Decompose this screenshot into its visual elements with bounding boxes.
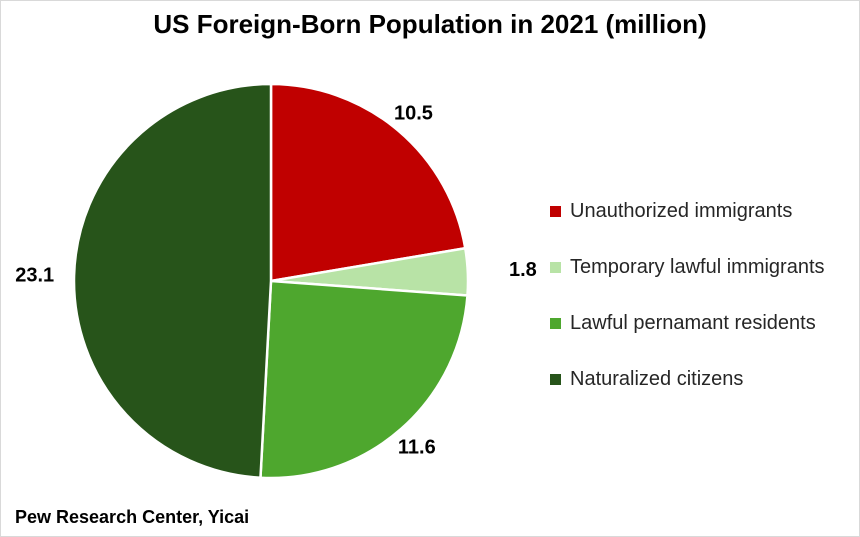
legend-item-naturalized-citizens: Naturalized citizens: [550, 351, 850, 407]
legend-swatch: [550, 317, 561, 329]
legend-label: Naturalized citizens: [570, 367, 744, 390]
chart-title: US Foreign-Born Population in 2021 (mill…: [153, 9, 707, 39]
legend-item-lawful-pernamant-residents: Lawful pernamant residents: [550, 295, 850, 351]
data-label-lawful-pernamant-residents: 11.6: [398, 437, 436, 459]
legend-label: Temporary lawful immigrants: [570, 255, 825, 278]
legend-swatch: [550, 205, 561, 217]
data-label-naturalized-citizens: 23.1: [15, 265, 54, 287]
legend-item-temporary-lawful-immigrants: Temporary lawful immigrants: [550, 239, 850, 295]
data-label-temporary-lawful-immigrants: 1.8: [509, 259, 537, 281]
legend-swatch: [550, 373, 561, 385]
source-note: Pew Research Center, Yicai: [15, 507, 250, 527]
legend-item-unauthorized-immigrants: Unauthorized immigrants: [550, 183, 850, 239]
legend-label: Unauthorized immigrants: [570, 199, 793, 222]
data-label-unauthorized-immigrants: 10.5: [394, 103, 433, 125]
legend-swatch: [550, 261, 561, 273]
pie-slice-naturalized-citizens: [72, 82, 273, 480]
chart-legend: Unauthorized immigrants Temporary lawful …: [550, 183, 850, 407]
pie-slice-unauthorized-immigrants: [269, 82, 467, 283]
legend-label: Lawful pernamant residents: [570, 311, 816, 334]
pie-slice-lawful-pernamant-residents: [259, 279, 469, 480]
